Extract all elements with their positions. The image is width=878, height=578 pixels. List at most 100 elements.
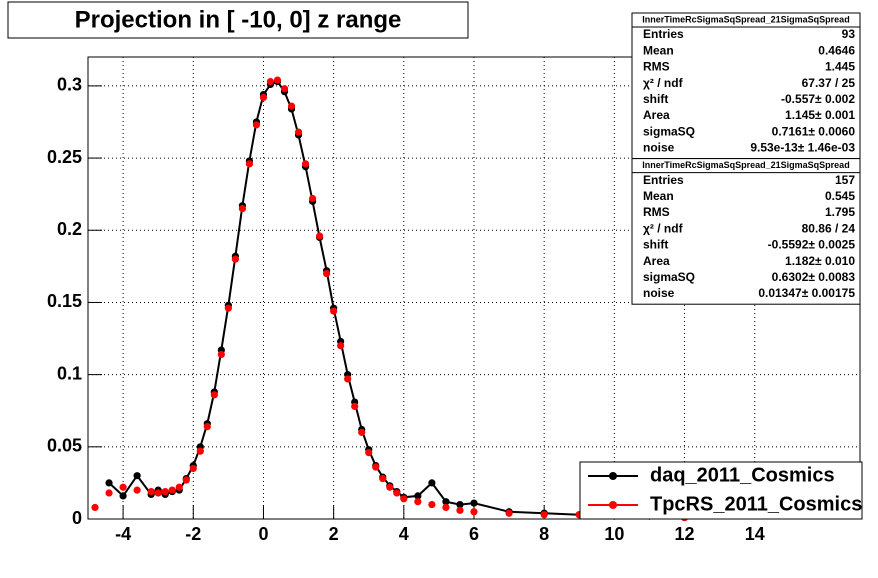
data-point <box>400 495 408 503</box>
data-point <box>133 486 141 494</box>
data-point <box>133 472 141 480</box>
stats-label: Entries <box>643 27 684 41</box>
data-point <box>189 464 197 473</box>
x-tick-label: 0 <box>258 524 268 544</box>
legend-box <box>579 461 863 520</box>
stats-box <box>631 158 861 305</box>
data-point <box>301 160 310 168</box>
y-tick-label: 0.05 <box>47 436 82 456</box>
data-point <box>540 511 548 519</box>
data-point <box>456 506 464 514</box>
data-point <box>119 492 127 500</box>
data-point <box>470 508 478 516</box>
data-point <box>294 128 303 136</box>
stats-label: Area <box>643 108 670 122</box>
x-tick-label: 14 <box>745 524 765 544</box>
data-point <box>308 194 317 203</box>
stats-label: Entries <box>643 173 684 187</box>
data-point <box>414 492 422 500</box>
data-point <box>266 77 275 86</box>
data-point <box>161 487 169 496</box>
stats-value: 0.6302± 0.0083 <box>772 270 856 284</box>
stats-value: -0.557± 0.002 <box>781 92 855 106</box>
data-point <box>372 463 380 471</box>
data-point <box>470 499 478 507</box>
data-point <box>456 500 464 509</box>
data-point <box>379 474 387 483</box>
data-point <box>259 93 268 102</box>
data-point <box>386 483 394 491</box>
data-point <box>428 500 436 509</box>
stats-value: 1.445 <box>825 60 855 74</box>
data-point <box>414 498 422 506</box>
x-tick-label: 2 <box>329 524 339 544</box>
stats-label: shift <box>643 92 668 106</box>
stats-value: 1.145± 0.001 <box>785 108 855 122</box>
stats-label: χ² / ndf <box>643 221 684 235</box>
data-point <box>245 160 254 168</box>
data-point <box>351 402 359 410</box>
stats-value: 0.4646 <box>818 43 855 57</box>
data-point <box>224 304 232 312</box>
stats-value: 80.86 / 24 <box>802 221 856 235</box>
y-tick-label: 0.2 <box>57 219 82 239</box>
stats-value: 1.182± 0.010 <box>785 254 855 268</box>
data-point <box>217 350 225 359</box>
stats-value: 157 <box>835 173 855 187</box>
legend-marker <box>609 472 617 480</box>
data-point <box>330 307 338 315</box>
stats-label: χ² / ndf <box>643 76 684 90</box>
stats-value: 67.37 / 25 <box>802 76 856 90</box>
x-tick-label: 10 <box>604 524 624 544</box>
data-point <box>316 232 324 240</box>
data-point <box>105 479 113 487</box>
data-point <box>323 269 331 278</box>
data-point <box>182 476 190 484</box>
data-point <box>175 483 183 491</box>
stats-value: 93 <box>842 27 856 41</box>
stats-label: Mean <box>643 189 674 203</box>
x-tick-label: 6 <box>469 524 479 544</box>
data-point <box>337 342 345 350</box>
data-point <box>442 503 450 512</box>
y-tick-label: 0.15 <box>47 291 82 311</box>
data-point <box>168 486 176 494</box>
stats-value: -0.5592± 0.0025 <box>768 238 856 252</box>
stats-value: 0.545 <box>825 189 855 203</box>
y-tick-label: 0 <box>72 508 82 528</box>
data-point <box>365 448 373 457</box>
data-point <box>147 487 155 496</box>
stats-title: InnerTimeRcSigmaSqSpread_21SigmaSqSpread <box>642 14 849 24</box>
x-tick-label: 4 <box>399 524 409 544</box>
y-tick-label: 0.1 <box>57 363 82 383</box>
stats-value: 0.7161± 0.0060 <box>772 124 856 138</box>
data-point <box>393 489 401 497</box>
data-point <box>196 447 204 455</box>
data-point <box>344 375 352 383</box>
stats-label: sigmaSQ <box>643 270 695 284</box>
data-point <box>154 489 162 497</box>
stats-label: RMS <box>643 60 670 74</box>
data-point <box>203 423 211 431</box>
data-point <box>287 102 296 110</box>
stats-label: sigmaSQ <box>643 124 695 138</box>
stats-label: noise <box>643 141 675 155</box>
stats-label: Area <box>643 254 670 268</box>
data-point <box>119 483 127 491</box>
chart-title: Projection in [ -10, 0] z range <box>75 6 402 33</box>
stats-title: InnerTimeRcSigmaSqSpread_21SigmaSqSpread <box>642 160 849 170</box>
x-tick-label: -2 <box>185 524 201 544</box>
data-point <box>358 428 366 436</box>
data-point <box>252 121 261 129</box>
stats-value: 9.53e-13± 1.46e-03 <box>750 141 855 155</box>
data-point <box>210 391 218 399</box>
data-point <box>91 503 99 512</box>
y-tick-label: 0.25 <box>47 147 82 167</box>
stats-label: RMS <box>643 205 670 219</box>
data-point <box>280 85 289 93</box>
legend-label: daq_2011_Cosmics <box>650 464 835 486</box>
data-point <box>428 479 436 487</box>
data-point <box>238 204 246 213</box>
x-tick-label: -4 <box>115 524 131 544</box>
